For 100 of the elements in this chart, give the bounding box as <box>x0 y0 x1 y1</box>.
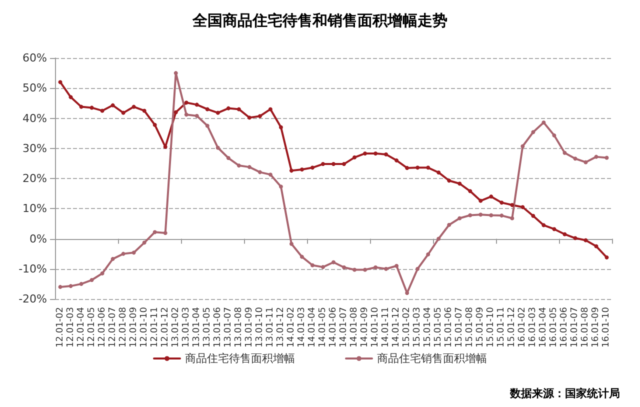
point <box>500 214 504 218</box>
x-tick-label: 14.01-11 <box>381 307 392 348</box>
point <box>90 278 94 282</box>
point <box>90 106 94 110</box>
point <box>226 106 230 110</box>
point <box>142 108 146 113</box>
point <box>152 230 157 234</box>
x-tick-label: 15.01-12 <box>507 307 518 348</box>
x-tick-label: 16.01-06 <box>560 306 570 348</box>
point <box>394 158 399 162</box>
point <box>205 107 210 112</box>
y-tick-label: 30% <box>22 142 47 155</box>
point <box>468 213 472 218</box>
point <box>531 214 536 218</box>
point <box>489 194 494 199</box>
point <box>121 252 126 256</box>
point <box>58 284 62 289</box>
point <box>100 108 104 113</box>
x-tick-label: 15.01-02 <box>402 307 412 348</box>
point <box>79 104 84 109</box>
point <box>374 151 378 156</box>
x-tick-label: 16.01-08 <box>580 306 591 348</box>
point <box>194 102 199 107</box>
x-tick-label: 15.01-06 <box>444 306 454 348</box>
x-tick-label: 12.01-07 <box>108 307 118 348</box>
x-tick-label: 12.01-10 <box>139 306 150 348</box>
point <box>110 256 115 261</box>
point <box>194 114 199 118</box>
point <box>163 144 168 149</box>
point <box>300 167 304 172</box>
x-tick-label: 14.01-08 <box>350 306 360 348</box>
point <box>132 104 136 109</box>
point <box>426 166 430 170</box>
point <box>489 213 494 218</box>
y-tick-label: 50% <box>22 82 47 95</box>
point <box>520 205 525 210</box>
point <box>174 110 178 114</box>
point <box>174 71 178 76</box>
point <box>405 166 410 170</box>
point <box>142 240 146 245</box>
point <box>416 166 420 170</box>
point <box>458 216 462 220</box>
point <box>363 268 368 272</box>
point <box>478 212 483 217</box>
point <box>468 189 472 194</box>
point <box>289 242 294 246</box>
point <box>300 254 304 259</box>
x-tick-label: 16.01-04 <box>538 306 549 348</box>
point <box>342 162 346 166</box>
point <box>278 184 283 189</box>
point <box>332 260 336 264</box>
point <box>132 250 136 255</box>
chart-title: 全国商品住宅待售和销售面积增幅走势 <box>192 12 448 30</box>
point <box>500 200 504 205</box>
point <box>542 223 546 228</box>
x-tick-label: 13.01-09 <box>244 306 254 348</box>
y-tick-label: 0% <box>30 232 47 246</box>
y-tick-label: 10% <box>22 202 47 216</box>
point <box>584 238 588 242</box>
point <box>384 152 388 156</box>
point <box>542 120 546 124</box>
x-tick-label: 15.01-04 <box>423 306 434 348</box>
point <box>58 80 62 84</box>
point <box>458 182 462 186</box>
point <box>236 164 241 168</box>
point <box>152 122 157 127</box>
point <box>384 266 388 271</box>
point <box>247 116 252 120</box>
point <box>531 130 536 134</box>
x-tick-label: 15.01-10 <box>486 306 496 348</box>
point <box>68 284 73 288</box>
x-tick-label: 12.01-02 <box>55 307 66 348</box>
x-tick-label: 12.01-03 <box>66 307 76 348</box>
x-tick-label: 15.01-07 <box>454 307 465 348</box>
point <box>426 252 430 256</box>
x-tick-label: 13.01-08 <box>234 306 244 348</box>
point <box>573 156 578 161</box>
point <box>573 236 578 240</box>
point <box>278 125 283 130</box>
x-tick-label: 14.01-02 <box>286 307 296 348</box>
x-tick-label: 12.01-11 <box>150 307 160 348</box>
x-tick-label: 16.01-03 <box>528 307 538 348</box>
point <box>447 178 452 183</box>
y-tick-label: 40% <box>22 112 47 125</box>
x-tick-label: 14.01-05 <box>318 307 328 348</box>
x-tick-label: 15.01-05 <box>434 307 444 348</box>
point <box>79 282 84 286</box>
source-note: 数据来源：国家统计局 <box>509 387 620 400</box>
point <box>478 198 483 203</box>
point <box>447 222 452 227</box>
point <box>594 244 598 248</box>
point <box>258 170 262 174</box>
x-tick-label: 14.01-10 <box>370 306 381 348</box>
x-tick-label: 12.01-08 <box>118 306 128 348</box>
point <box>552 227 556 232</box>
point <box>352 155 357 160</box>
x-tick-label: 16.01-07 <box>570 307 580 348</box>
x-tick-label: 12.01-12 <box>160 307 170 348</box>
point <box>352 268 357 272</box>
x-tick-label: 13.01-10 <box>254 306 265 348</box>
